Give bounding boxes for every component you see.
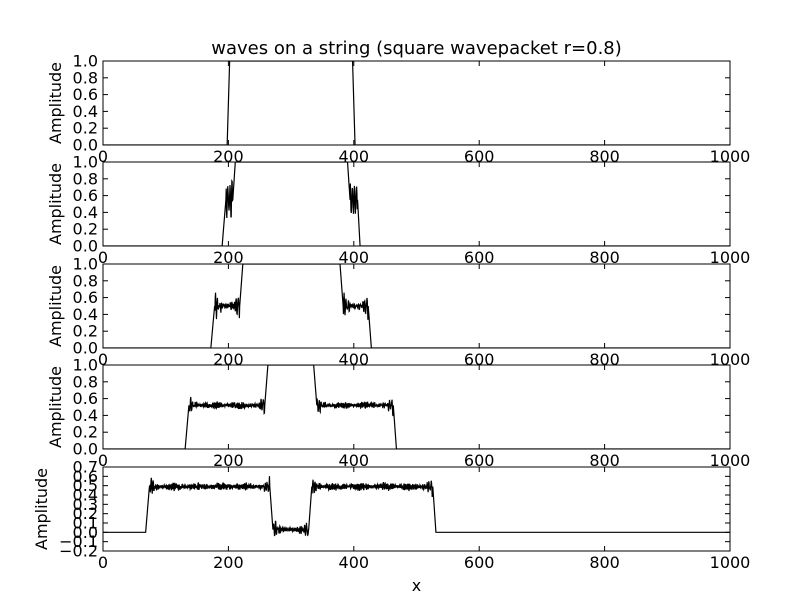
x-tick-label: 0 — [98, 553, 108, 572]
y-axis-label: Amplitude — [46, 265, 65, 347]
x-tick-label: 600 — [464, 350, 495, 369]
axes-frame-panel-1 — [102, 60, 731, 146]
subplot-panel-1: 0 200 400 600 800 1000 0.00.20.40.60.81.0 Ampli… — [46, 52, 750, 167]
subplot-panel-5: 0 200 400 600 800 1000 −0.2−0.10.00.10.20.30.4… — [32, 458, 750, 573]
x-tick-label: 0 — [98, 248, 108, 267]
y-tick-label: 0.6 — [73, 467, 98, 486]
series-line-panel-1 — [103, 61, 730, 145]
y-tick-label: −0.2 — [59, 542, 98, 561]
y-tick-label: 0.4 — [73, 203, 98, 222]
y-tick-label: 0.2 — [73, 220, 98, 239]
y-tick-label: 1.0 — [73, 52, 98, 71]
x-tick-label: 800 — [589, 553, 620, 572]
y-tick-label: 0.4 — [73, 406, 98, 425]
series-line-panel-4 — [103, 365, 730, 449]
y-axis-label: Amplitude — [32, 468, 51, 550]
y-tick-label: 1.0 — [73, 255, 98, 274]
y-tick-label: 0.2 — [73, 119, 98, 138]
x-tick-label: 200 — [213, 248, 244, 267]
y-tick-label: 0.8 — [73, 169, 98, 188]
x-tick-label: 800 — [589, 451, 620, 470]
x-tick-label: 600 — [464, 147, 495, 166]
subplot-stack: 0 200 400 600 800 10000.00.20.40.60.81.0Ampli… — [32, 52, 750, 573]
x-tick-label: 0 — [98, 147, 108, 166]
x-tick-label: 400 — [339, 350, 370, 369]
subplot-panel-3: 0 200 400 600 800 1000 0.00.20.40.60.81.0 Ampli… — [46, 255, 750, 370]
subplot-panel-4: 0 200 400 600 800 1000 0.00.20.40.60.81.0 Ampli… — [46, 356, 750, 471]
x-tick-label: 400 — [339, 451, 370, 470]
y-tick-label: 0.2 — [73, 504, 98, 523]
y-tick-label: 0.7 — [73, 458, 98, 477]
y-axis-label: Amplitude — [46, 62, 65, 144]
y-tick-label: 0.4 — [73, 305, 98, 324]
y-tick-label: 0.6 — [73, 85, 98, 104]
x-axis-label: x — [412, 576, 421, 595]
x-tick-label: 800 — [589, 147, 620, 166]
y-tick-label: 0.6 — [73, 389, 98, 408]
y-tick-label: 0.0 — [73, 136, 98, 155]
x-tick-label: 1000 — [710, 553, 751, 572]
x-tick-label: 1000 — [710, 147, 751, 166]
x-tick-label: 600 — [464, 248, 495, 267]
x-tick-label: 400 — [339, 248, 370, 267]
axes-frame-panel-4 — [102, 364, 731, 450]
axes-frame-panel-5 — [102, 466, 731, 552]
y-tick-label: 0.6 — [73, 288, 98, 307]
y-tick-label: 0.2 — [73, 322, 98, 341]
y-axis-label: Amplitude — [46, 366, 65, 448]
x-tick-label: 800 — [589, 350, 620, 369]
x-tick-label: 800 — [589, 248, 620, 267]
series-line-panel-2 — [103, 162, 730, 246]
x-tick-label: 0 — [98, 451, 108, 470]
x-tick-label: 400 — [339, 147, 370, 166]
y-tick-label: 0.0 — [73, 339, 98, 358]
y-tick-label: 0.0 — [73, 237, 98, 256]
y-tick-label: 0.8 — [73, 372, 98, 391]
y-tick-label: 1.0 — [73, 153, 98, 172]
y-axis-label: Amplitude — [46, 163, 65, 245]
y-tick-label: 0.5 — [73, 476, 98, 495]
x-tick-label: 1000 — [710, 248, 751, 267]
y-tick-label: 0.3 — [73, 495, 98, 514]
x-tick-label: 400 — [339, 553, 370, 572]
x-tick-label: 200 — [213, 553, 244, 572]
y-tick-label: 1.0 — [73, 356, 98, 375]
x-tick-label: 200 — [213, 451, 244, 470]
y-tick-label: −0.1 — [59, 532, 98, 551]
x-tick-label: 1000 — [710, 350, 751, 369]
series-line-panel-3 — [103, 264, 730, 348]
axes-frame-panel-3 — [102, 263, 731, 349]
x-tick-label: 200 — [213, 147, 244, 166]
y-tick-label: 0.6 — [73, 186, 98, 205]
y-tick-label: 0.0 — [73, 440, 98, 459]
x-tick-label: 600 — [464, 451, 495, 470]
axes-frame-panel-2 — [102, 161, 731, 247]
y-tick-label: 0.8 — [73, 68, 98, 87]
x-tick-label: 200 — [213, 350, 244, 369]
x-tick-label: 0 — [98, 350, 108, 369]
y-tick-label: 0.8 — [73, 271, 98, 290]
subplot-panel-2: 0 200 400 600 800 1000 0.00.20.40.60.81.0 Ampli… — [46, 153, 750, 268]
x-tick-label: 1000 — [710, 451, 751, 470]
x-tick-label: 600 — [464, 553, 495, 572]
y-tick-label: 0.4 — [73, 486, 98, 505]
y-tick-label: 0.0 — [73, 523, 98, 542]
series-line-panel-5 — [103, 476, 730, 537]
y-tick-label: 0.1 — [73, 514, 98, 533]
y-tick-label: 0.4 — [73, 102, 98, 121]
chart-title: waves on a string (square wavepacket r=0… — [211, 38, 622, 59]
y-tick-label: 0.2 — [73, 423, 98, 442]
